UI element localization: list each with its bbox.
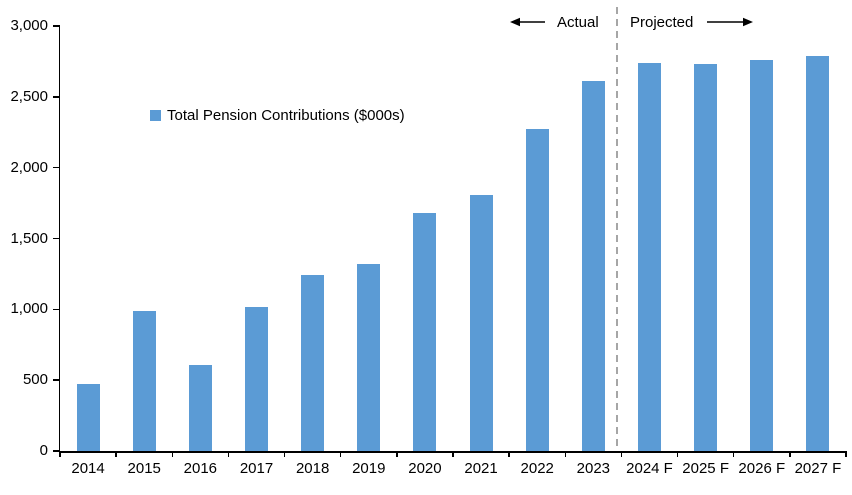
actual-label: Actual <box>557 13 599 31</box>
bar-2024 F <box>638 62 661 451</box>
x-axis-label-2023: 2023 <box>576 460 611 477</box>
legend-label: Total Pension Contributions ($000s) <box>167 107 405 124</box>
x-axis-tick <box>789 451 791 457</box>
bar-2025 F <box>694 64 718 451</box>
x-axis-label-2024 F: 2024 F <box>626 460 673 477</box>
x-axis-label-2027 F: 2027 F <box>794 460 842 477</box>
y-axis-tick-label: 2,500 <box>10 87 48 105</box>
legend-swatch-icon <box>150 110 161 121</box>
x-axis-label-2026 F: 2026 F <box>738 460 786 477</box>
bar-2015 <box>132 310 156 451</box>
x-axis-label-2014: 2014 <box>71 460 105 477</box>
y-axis-tick <box>53 379 60 381</box>
bar-2017 <box>245 306 268 451</box>
x-axis-label-2016: 2016 <box>183 460 218 477</box>
y-axis-tick-label: 3,000 <box>10 17 48 34</box>
y-axis-tick-label: 2,000 <box>10 158 48 176</box>
x-axis-label-2020: 2020 <box>408 460 442 477</box>
y-axis-tick <box>53 450 60 452</box>
bar-2023 <box>581 81 605 451</box>
x-axis-tick <box>115 451 117 457</box>
x-axis-tick <box>732 451 735 457</box>
x-axis-tick <box>564 451 567 457</box>
x-axis-label-2018: 2018 <box>295 460 330 477</box>
x-axis-tick <box>227 451 230 457</box>
legend: Total Pension Contributions ($000s) <box>150 107 405 124</box>
x-axis-tick <box>396 451 398 457</box>
x-axis-label-2019: 2019 <box>352 460 386 477</box>
y-axis-tick <box>53 166 60 169</box>
right-arrow-icon <box>707 17 754 27</box>
y-axis-tick-label: 0 <box>39 442 48 459</box>
x-axis-label-2021: 2021 <box>464 460 498 477</box>
bar-2019 <box>357 264 381 451</box>
bar-2014 <box>76 384 100 451</box>
bar-2016 <box>188 364 212 451</box>
projected-label: Projected <box>630 13 694 31</box>
y-axis-line <box>58 26 60 453</box>
x-axis-tick <box>508 451 510 457</box>
x-axis-tick <box>339 451 342 457</box>
y-axis-tick-label: 1,500 <box>10 229 48 247</box>
y-axis-tick-label: 1,000 <box>10 300 48 318</box>
x-axis-label-2022: 2022 <box>520 460 554 477</box>
x-axis-tick <box>171 451 174 457</box>
projected-annotation: Projected <box>630 13 754 31</box>
y-axis-tick <box>53 308 60 311</box>
x-axis-label-2015: 2015 <box>127 460 161 477</box>
x-axis-label-2017: 2017 <box>239 460 274 477</box>
y-axis-tick-label: 500 <box>22 371 48 389</box>
left-arrow-icon <box>510 17 545 27</box>
bar-2021 <box>469 194 493 451</box>
y-axis-tick <box>53 96 60 98</box>
x-axis-tick <box>845 451 847 457</box>
x-axis-tick <box>452 451 454 457</box>
x-axis-tick <box>283 451 286 457</box>
bar-2020 <box>413 213 437 451</box>
x-axis-label-2025 F: 2025 F <box>682 460 729 477</box>
x-axis-tick <box>620 451 623 457</box>
bar-2026 F <box>750 60 774 451</box>
x-axis-tick <box>676 451 679 457</box>
bar-2027 F <box>806 55 830 451</box>
bar-2018 <box>301 275 325 451</box>
x-axis-tick <box>59 451 61 457</box>
y-axis-tick <box>53 237 60 240</box>
x-axis-line <box>58 451 846 453</box>
y-axis-tick <box>53 25 60 27</box>
actual-annotation: Actual <box>510 13 599 31</box>
actual-projected-divider <box>616 7 619 451</box>
bar-2022 <box>525 129 549 451</box>
